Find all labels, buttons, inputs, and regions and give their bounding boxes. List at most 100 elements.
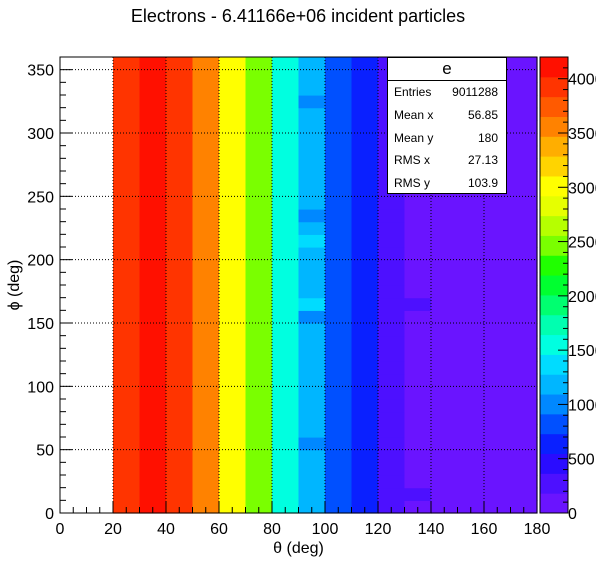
heatmap-cell xyxy=(139,82,167,96)
heatmap-cell xyxy=(431,462,459,476)
heatmap-cell xyxy=(139,424,167,438)
heatmap-cell xyxy=(378,361,406,375)
heatmap-cell xyxy=(272,120,300,134)
heatmap-cell xyxy=(298,361,326,375)
palette-tick-label: 2500 xyxy=(568,235,596,252)
heatmap-cell xyxy=(113,247,141,261)
x-tick-label: 140 xyxy=(418,521,445,538)
heatmap-cell xyxy=(457,500,485,514)
heatmap-cell xyxy=(378,475,406,489)
heatmap-cell xyxy=(166,209,194,223)
heatmap-cell xyxy=(219,107,247,121)
heatmap-cell xyxy=(139,120,167,134)
heatmap-cell xyxy=(139,247,167,261)
heatmap-cell xyxy=(431,373,459,387)
heatmap-cell xyxy=(166,411,194,425)
heatmap-cell xyxy=(298,285,326,299)
heatmap-cell xyxy=(351,348,379,362)
heatmap-cell xyxy=(219,386,247,400)
heatmap-cell xyxy=(245,133,273,147)
heatmap-cell xyxy=(431,272,459,286)
heatmap-cell xyxy=(404,437,432,451)
heatmap-cell xyxy=(219,335,247,349)
heatmap-cell xyxy=(192,386,220,400)
heatmap-cell xyxy=(219,234,247,248)
heatmap-cell xyxy=(245,437,273,451)
heatmap-cell xyxy=(139,335,167,349)
heatmap-cell xyxy=(245,272,273,286)
palette-swatch xyxy=(540,235,568,256)
heatmap-cell xyxy=(484,411,512,425)
heatmap-cell xyxy=(139,348,167,362)
heatmap-cell xyxy=(325,373,353,387)
heatmap-cell xyxy=(484,335,512,349)
heatmap-cell xyxy=(298,247,326,261)
heatmap-cell xyxy=(113,373,141,387)
heatmap-cell xyxy=(510,487,538,501)
heatmap-cell xyxy=(272,221,300,235)
heatmap-cell xyxy=(484,487,512,501)
heatmap-cell xyxy=(510,386,538,400)
heatmap-cell xyxy=(272,297,300,311)
heatmap-cell xyxy=(431,361,459,375)
heatmap-cell xyxy=(325,183,353,197)
heatmap-cell xyxy=(298,183,326,197)
heatmap-cell xyxy=(113,335,141,349)
heatmap-cell xyxy=(404,209,432,223)
heatmap-cell xyxy=(245,183,273,197)
heatmap-cell xyxy=(510,475,538,489)
heatmap-cell xyxy=(510,399,538,413)
heatmap-cell xyxy=(272,272,300,286)
heatmap-cell xyxy=(431,500,459,514)
heatmap-cell xyxy=(113,95,141,109)
heatmap-cell xyxy=(510,323,538,337)
heatmap-cell xyxy=(272,500,300,514)
x-tick-label: 20 xyxy=(104,521,122,538)
heatmap-cell xyxy=(325,399,353,413)
heatmap-cell xyxy=(378,500,406,514)
heatmap-cell xyxy=(245,310,273,324)
heatmap-cell xyxy=(351,411,379,425)
heatmap-cell xyxy=(113,209,141,223)
heatmap-cell xyxy=(325,209,353,223)
heatmap-cell xyxy=(245,323,273,337)
heatmap-cell xyxy=(139,196,167,210)
heatmap-cell xyxy=(219,500,247,514)
heatmap-cell xyxy=(378,323,406,337)
heatmap-cell xyxy=(404,348,432,362)
heatmap-cell xyxy=(219,462,247,476)
x-tick-label: 80 xyxy=(263,521,281,538)
heatmap-cell xyxy=(272,462,300,476)
heatmap-cell xyxy=(510,107,538,121)
heatmap-cell xyxy=(245,348,273,362)
heatmap-cell xyxy=(139,259,167,273)
heatmap-cell xyxy=(245,335,273,349)
heatmap-cell xyxy=(192,462,220,476)
heatmap-cell xyxy=(219,310,247,324)
heatmap-cell xyxy=(245,259,273,273)
heatmap-cell xyxy=(298,82,326,96)
heatmap-cell xyxy=(192,107,220,121)
heatmap-cell xyxy=(272,437,300,451)
heatmap-cell xyxy=(272,107,300,121)
heatmap-cell xyxy=(510,196,538,210)
heatmap-cell xyxy=(166,171,194,185)
heatmap-cell xyxy=(404,323,432,337)
heatmap-cell xyxy=(192,449,220,463)
heatmap-cell xyxy=(325,310,353,324)
heatmap-cell xyxy=(325,462,353,476)
heatmap-cell xyxy=(510,209,538,223)
heatmap-cell xyxy=(166,95,194,109)
heatmap-cell xyxy=(245,424,273,438)
stats-label: Mean y xyxy=(394,130,434,145)
palette-swatch xyxy=(540,195,568,217)
stats-row-rms-y: RMS y 103.9 xyxy=(388,172,506,195)
heatmap-cell xyxy=(325,323,353,337)
heatmap-cell xyxy=(378,335,406,349)
heatmap-cell xyxy=(192,57,220,71)
heatmap-cell xyxy=(431,196,459,210)
heatmap-cell xyxy=(166,475,194,489)
heatmap-cell xyxy=(192,82,220,96)
heatmap-cell xyxy=(457,399,485,413)
heatmap-cell xyxy=(404,272,432,286)
